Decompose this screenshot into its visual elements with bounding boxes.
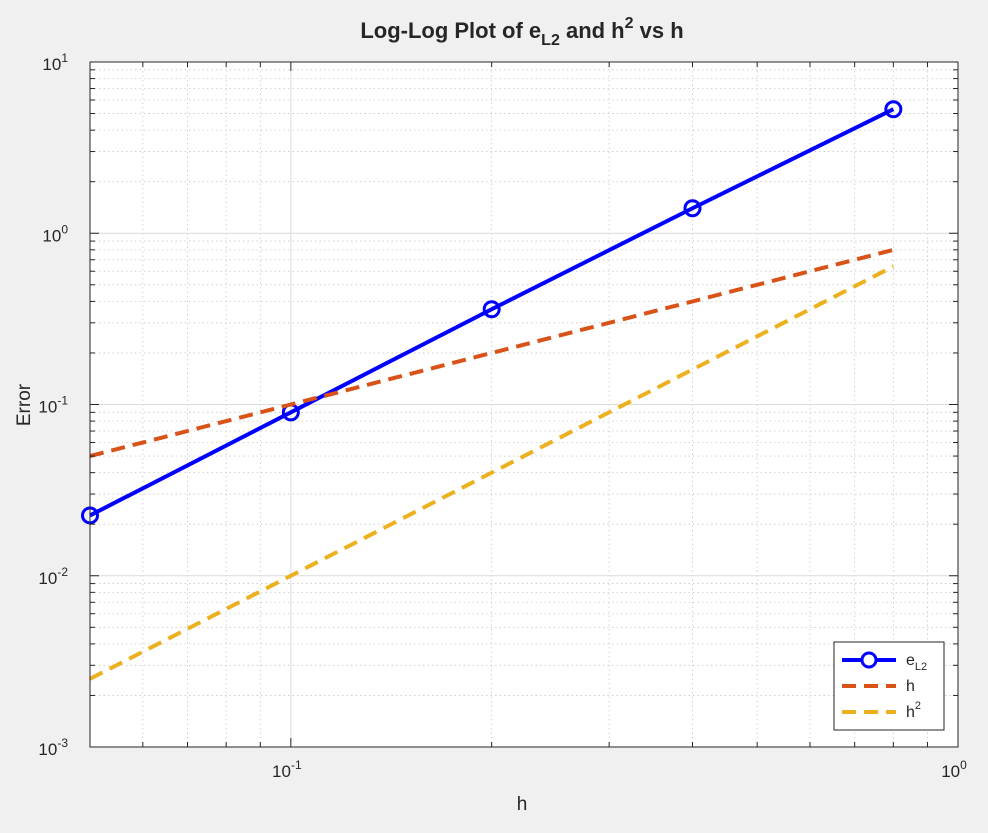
y-tick-label-base: 10 [38,398,57,417]
y-tick-label-base: 10 [38,569,57,588]
legend-label-sup: 2 [915,700,921,712]
legend-label-sub: L2 [915,661,927,673]
series-0-marker [884,100,903,119]
y-tick-label: 101 [42,51,68,74]
legend-label-2: h2 [906,700,921,721]
chart-title-suffix: vs h [634,18,684,43]
legend-label-base: e [906,652,915,669]
series-0-marker [683,199,702,218]
x-tick-label-base: 10 [272,762,291,781]
y-tick-label-exp: -1 [57,394,68,408]
y-tick-label: 10-2 [38,565,68,588]
chart-title-prefix-sub: L2 [541,32,560,49]
x-tick-label-exp: -1 [291,758,302,772]
y-tick-label: 10-3 [38,736,68,759]
y-tick-label-base: 10 [42,226,61,245]
legend-label-base: h [906,678,915,695]
x-tick-label-base: 10 [941,762,960,781]
x-tick-label: 10-1 [272,758,302,781]
y-tick-label-exp: -2 [57,565,68,579]
y-tick-label-exp: -3 [57,736,68,750]
y-tick-label-base: 10 [38,740,57,759]
y-tick-label-exp: 0 [61,222,68,236]
series-line-0 [89,107,895,518]
y-tick-label: 100 [42,222,68,245]
y-tick-label-base: 10 [42,55,61,74]
series-0-marker [482,300,501,319]
legend-label-1: h [906,678,915,695]
x-tick-label: 100 [941,758,967,781]
chart-title-middle: and h [560,18,625,43]
chart-title-middle-sup: 2 [625,15,634,32]
x-axis-label: h [517,794,528,815]
chart-title-prefix: Log-Log Plot of e [360,18,541,43]
y-tick-label: 10-1 [38,394,68,417]
chart-title: Log-Log Plot of eL2 and h2 vs h [360,15,683,49]
y-axis-label: Error [14,383,35,426]
x-tick-label-exp: 0 [960,758,967,772]
y-tick-label-exp: 1 [61,51,68,65]
legend-label-0: eL2 [906,652,927,673]
series-line-1 [89,247,894,458]
series-line-2 [89,264,895,681]
legend-marker-0 [860,651,878,669]
legend-label-base: h [906,704,915,721]
